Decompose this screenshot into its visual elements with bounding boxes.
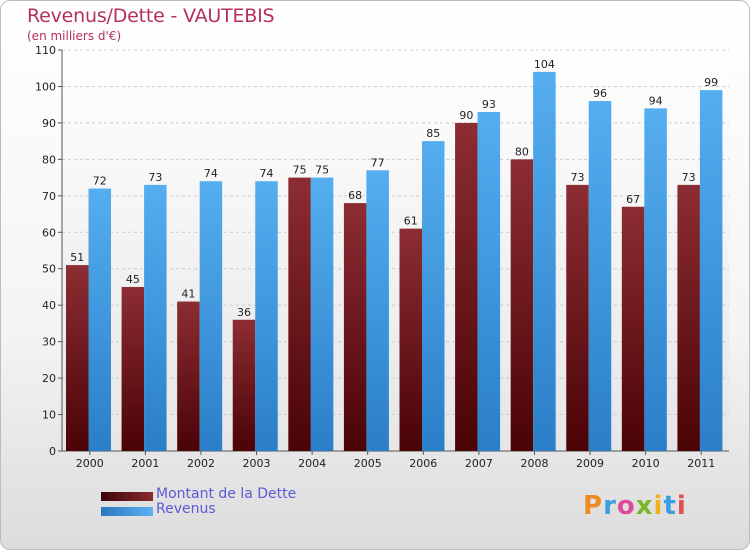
bar-dette-label: 68 [348, 189, 362, 202]
proxiti-logo: Proxiti [583, 491, 687, 521]
x-tick-label: 2001 [131, 457, 159, 470]
bar-dette-label: 90 [459, 109, 473, 122]
y-tick-label: 80 [42, 153, 56, 166]
x-tick-label: 2006 [409, 457, 437, 470]
bar-revenus [533, 71, 556, 451]
x-tick-label: 2000 [76, 457, 104, 470]
bar-dette [455, 122, 478, 451]
bar-dette [121, 286, 145, 451]
bar-revenus [144, 184, 167, 451]
y-tick-label: 30 [42, 336, 56, 349]
bar-revenus [422, 141, 445, 452]
bar-dette-label: 51 [70, 251, 84, 264]
bar-revenus [310, 177, 334, 451]
x-tick-label: 2005 [354, 457, 382, 470]
bar-revenus [366, 170, 389, 452]
legend-label-revenus: Revenus [156, 501, 216, 517]
bar-revenus [477, 111, 501, 452]
y-tick-label: 110 [35, 44, 56, 57]
bar-revenus [644, 108, 667, 451]
x-tick-label: 2002 [187, 457, 215, 470]
y-tick-label: 50 [42, 263, 56, 276]
chart-subtitle: (en milliers d'€) [27, 29, 122, 43]
bar-dette [177, 301, 200, 451]
legend-label-dette: Montant de la Dette [156, 486, 297, 502]
bar-dette-label: 61 [404, 215, 418, 228]
bar-revenus [88, 188, 111, 451]
bar-dette-label: 73 [682, 171, 696, 184]
bar-revenus-label: 73 [148, 171, 162, 184]
y-tick-label: 40 [42, 299, 56, 312]
bar-dette [621, 206, 645, 451]
x-tick-label: 2004 [298, 457, 326, 470]
bar-revenus [199, 181, 223, 451]
bar-dette [566, 184, 589, 451]
bar-revenus-label: 85 [426, 127, 440, 140]
x-tick-label: 2008 [520, 457, 548, 470]
bar-revenus-label: 74 [204, 167, 218, 180]
x-tick-label: 2009 [576, 457, 604, 470]
legend-swatch-dette [101, 492, 153, 501]
bar-dette-label: 45 [126, 273, 140, 286]
y-tick-label: 70 [42, 190, 56, 203]
bar-dette [399, 228, 422, 451]
bar-revenus-label: 77 [371, 156, 385, 169]
bar-dette-label: 75 [293, 164, 307, 177]
bar-dette [343, 203, 367, 451]
plot-area [62, 50, 729, 451]
bar-dette [66, 265, 89, 451]
y-tick-label: 0 [49, 445, 56, 458]
bar-dette [232, 319, 256, 451]
bar-revenus-label: 74 [260, 167, 274, 180]
bar-dette-label: 41 [181, 288, 195, 301]
bar-revenus [588, 101, 612, 451]
bar-revenus-label: 93 [482, 98, 496, 111]
bar-dette-label: 67 [626, 193, 640, 206]
bar-dette [677, 184, 700, 451]
y-tick-label: 90 [42, 117, 56, 130]
y-tick-label: 100 [35, 80, 56, 93]
bar-revenus [255, 181, 278, 451]
chart-title: Revenus/Dette - VAUTEBIS [27, 5, 275, 27]
legend-swatch-revenus [101, 507, 153, 516]
bar-dette [288, 177, 311, 451]
bar-revenus-label: 94 [649, 94, 663, 107]
bar-revenus-label: 99 [704, 76, 718, 89]
bar-dette-label: 73 [571, 171, 585, 184]
x-tick-label: 2010 [632, 457, 660, 470]
y-tick-label: 20 [42, 372, 56, 385]
bar-revenus-label: 104 [534, 58, 555, 71]
bar-dette-label: 80 [515, 145, 529, 158]
x-tick-label: 2011 [687, 457, 715, 470]
y-tick-label: 10 [42, 409, 56, 422]
bar-dette [510, 159, 534, 451]
bar-dette-label: 36 [237, 306, 251, 319]
bar-revenus-label: 72 [93, 175, 107, 188]
bar-revenus [699, 90, 723, 451]
bar-revenus-label: 96 [593, 87, 607, 100]
bar-revenus-label: 75 [315, 164, 329, 177]
y-tick-label: 60 [42, 226, 56, 239]
x-tick-label: 2007 [465, 457, 493, 470]
x-tick-label: 2003 [243, 457, 271, 470]
